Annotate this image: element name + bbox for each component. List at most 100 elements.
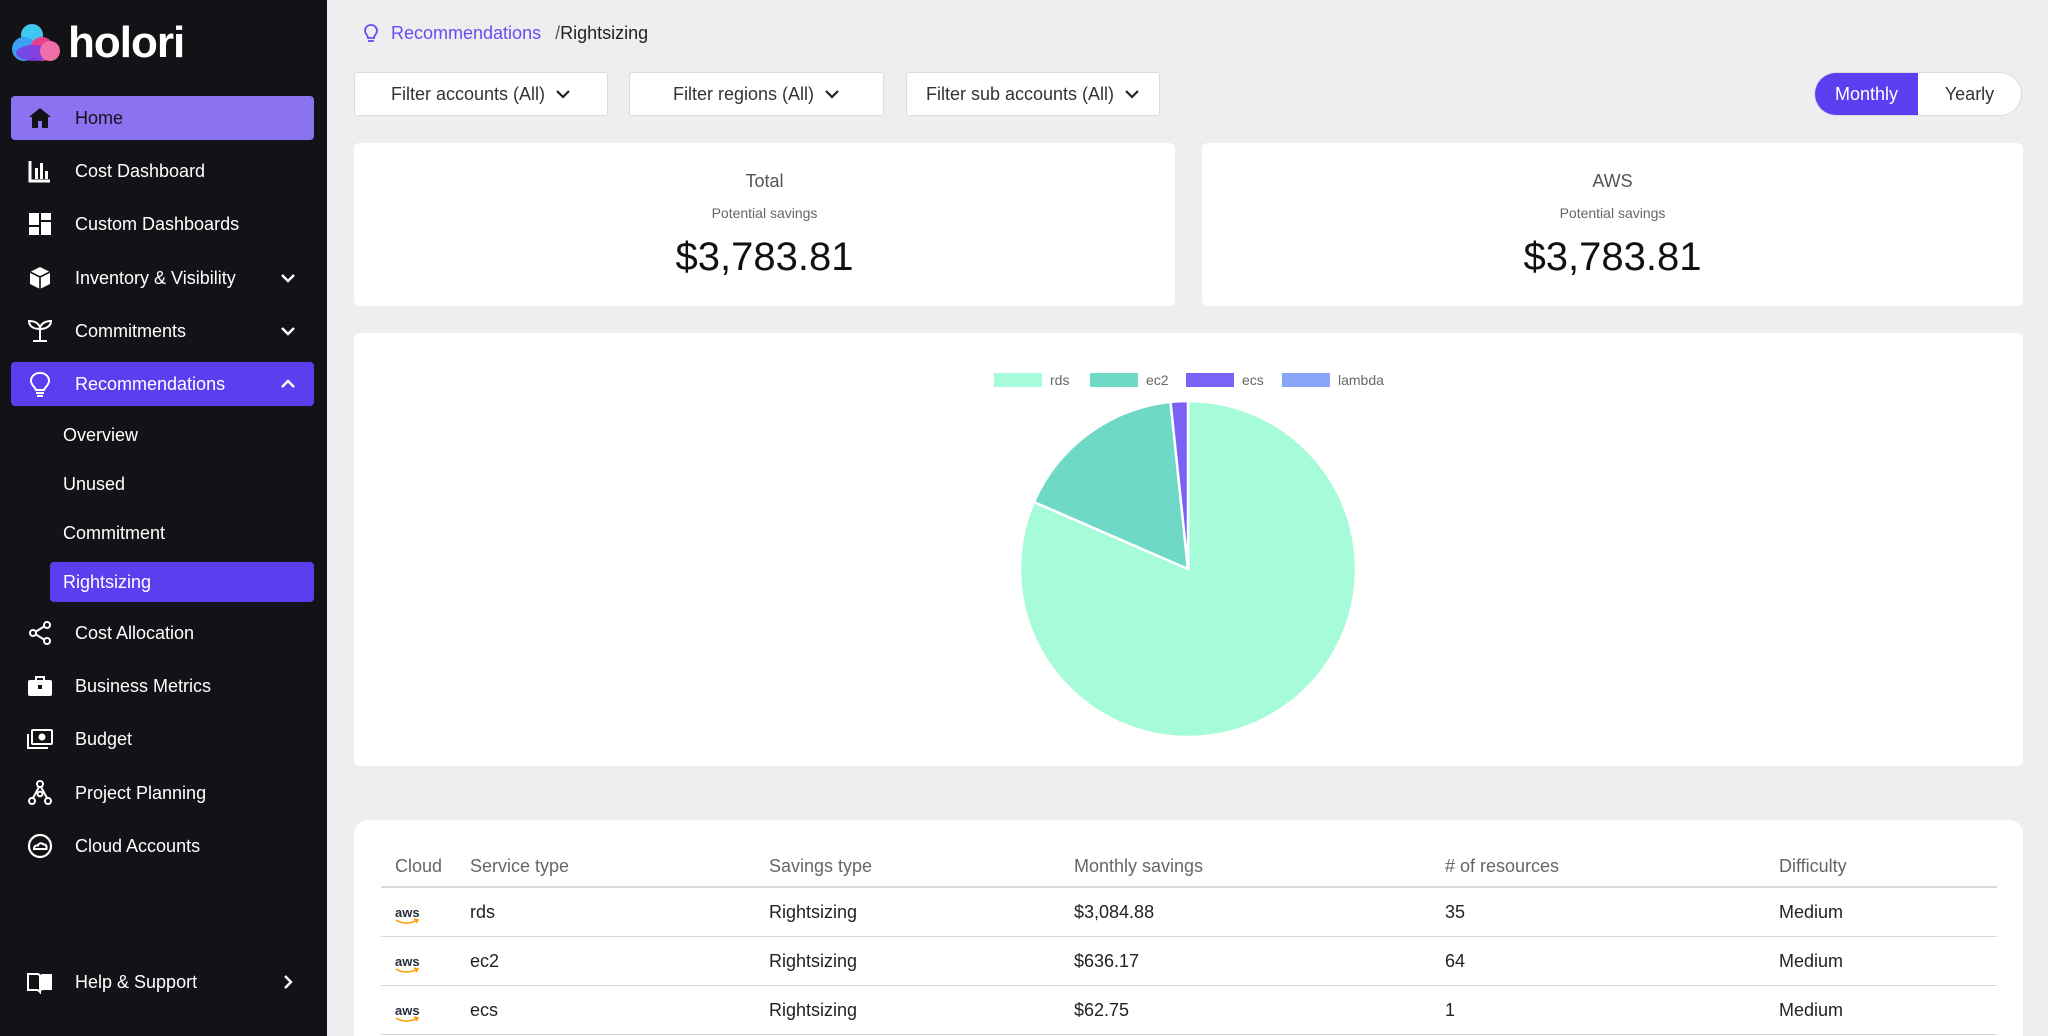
summary-value: $3,783.81 [1523,235,1702,279]
aws-smile-icon [395,918,419,924]
dashboard-grid-icon [25,209,55,239]
sub-item-overview[interactable]: Overview [63,424,139,445]
filter-sub-accounts-dropdown[interactable]: Filter sub accounts (All) [906,72,1160,116]
money-icon [25,724,55,754]
savings-type-cell: Rightsizing [769,901,858,922]
cloud-circle-icon [25,831,55,861]
legend-swatch [1186,373,1234,387]
summary-card-total: Total Potential savings $3,783.81 [354,143,1175,306]
service-type-cell: ec2 [470,950,500,971]
sidebar-item-label: Home [75,107,124,128]
period-toggle: Monthly Yearly [1814,72,2022,116]
filter-label: Filter accounts (All) [390,83,546,104]
column-header-cloud[interactable]: Cloud [395,855,443,876]
column-header-difficulty[interactable]: Difficulty [1779,855,1847,876]
sidebar-item-label: Recommendations [75,373,226,394]
sidebar-item-recommendations[interactable]: Recommendations [11,362,314,406]
sidebar-item-inventory[interactable]: Inventory & Visibility [11,256,314,300]
column-header-service-type[interactable]: Service type [470,855,570,876]
table-row[interactable]: aws ec2 Rightsizing $636.17 64 Medium [381,937,1997,986]
chevron-down-icon [556,90,570,99]
service-type-cell: rds [470,901,496,922]
legend-item-ec2[interactable]: ec2 [1090,372,1169,388]
chevron-down-icon[interactable] [278,321,298,341]
difficulty-cell: Medium [1779,901,1844,922]
legend-item-lambda[interactable]: lambda [1282,372,1384,388]
summary-subtitle: Potential savings [1559,205,1666,221]
filter-accounts-dropdown[interactable]: Filter accounts (All) [354,72,608,116]
aws-smile-icon [395,967,419,973]
sidebar-item-label: Cost Dashboard [75,160,206,181]
pie-slice-ec2[interactable] [1032,400,1190,572]
sidebar-item-cost-dashboard[interactable]: Cost Dashboard [11,149,314,193]
yearly-toggle-button[interactable]: Yearly [1944,83,1995,104]
sidebar-item-label: Business Metrics [75,675,212,696]
difficulty-cell: Medium [1779,999,1844,1020]
resources-cell: 1 [1445,999,1456,1020]
chart-card: rds ec2 ecs lambda [354,333,2023,766]
filter-regions-dropdown[interactable]: Filter regions (All) [629,72,884,116]
chevron-down-icon [825,90,839,99]
savings-type-cell: Rightsizing [769,950,858,971]
aws-label: aws [395,953,420,969]
book-icon [25,967,55,997]
sub-item-rightsizing[interactable]: Rightsizing [50,562,314,602]
breadcrumb: Recommendations / Rightsizing [363,23,648,44]
sub-item-commitment[interactable]: Commitment [63,522,166,543]
lightbulb-icon [364,23,378,42]
legend-item-rds[interactable]: rds [994,372,1069,388]
summary-title: AWS [1592,171,1633,191]
table-row[interactable]: aws ecs Rightsizing $62.75 1 Medium [381,986,1997,1035]
sidebar-item-label: Cloud Accounts [75,835,201,856]
aws-label: aws [395,904,420,920]
difficulty-cell: Medium [1779,950,1844,971]
monthly-savings-cell: $62.75 [1074,999,1130,1020]
filter-label: Filter regions (All) [672,83,815,104]
legend-label: rds [1050,372,1069,388]
table-header-row: Cloud Service type Savings type Monthly … [381,850,1997,888]
sidebar-item-cost-allocation[interactable]: Cost Allocation [11,611,314,655]
legend-item-ecs[interactable]: ecs [1186,372,1264,388]
sidebar-item-custom-dashboards[interactable]: Custom Dashboards [11,202,314,246]
column-header-monthly-savings[interactable]: Monthly savings [1074,855,1204,876]
legend-label: ec2 [1146,372,1169,388]
savings-table: Cloud Service type Savings type Monthly … [381,850,1997,1035]
sidebar-item-home[interactable]: Home [11,96,314,140]
savings-pie-chart: rds ec2 ecs lambda [994,372,1384,739]
sidebar-item-label: Help & Support [75,971,198,992]
sidebar-item-commitments[interactable]: Commitments [11,309,314,353]
legend-swatch [1090,373,1138,387]
monthly-toggle-button[interactable]: Monthly [1815,73,1918,115]
sidebar-item-project-planning[interactable]: Project Planning [11,771,314,815]
monthly-savings-cell: $636.17 [1074,950,1140,971]
pie-slice-ecs[interactable] [1169,399,1190,570]
breadcrumb-separator: / [555,23,561,43]
sidebar-item-budget[interactable]: Budget [11,717,314,761]
lightbulb-icon [25,369,55,399]
chevron-down-icon[interactable] [278,268,298,288]
sidebar-item-cloud-accounts[interactable]: Cloud Accounts [11,824,314,868]
briefcase-icon [25,671,55,701]
table-row[interactable]: aws rds Rightsizing $3,084.88 35 Medium [381,888,1997,937]
aws-logo-icon: aws [395,986,420,1034]
holori-logo[interactable]: holori [10,18,185,68]
legend-swatch [1282,373,1330,387]
resources-cell: 35 [1445,901,1466,922]
plant-icon [25,316,55,346]
column-header-resources[interactable]: # of resources [1445,855,1560,876]
column-header-savings-type[interactable]: Savings type [769,855,873,876]
resources-cell: 64 [1445,950,1466,971]
sidebar-item-label: Commitments [75,320,187,341]
chevron-up-icon[interactable] [278,374,298,394]
sidebar-item-label: Budget [75,728,133,749]
chevron-down-icon [1125,90,1139,99]
sidebar-item-help-support[interactable]: Help & Support [11,960,314,1004]
breadcrumb-current: Rightsizing [560,23,649,43]
sidebar: holori Home Cost Dashboard Custom Dashbo… [0,0,327,1036]
chevron-right-icon[interactable] [278,972,298,992]
breadcrumb-link-recommendations[interactable]: Recommendations [391,23,542,43]
aws-logo-icon: aws [395,888,420,936]
sub-item-unused[interactable]: Unused [63,473,126,494]
sidebar-item-business-metrics[interactable]: Business Metrics [11,664,314,708]
service-type-cell: ecs [470,999,499,1020]
